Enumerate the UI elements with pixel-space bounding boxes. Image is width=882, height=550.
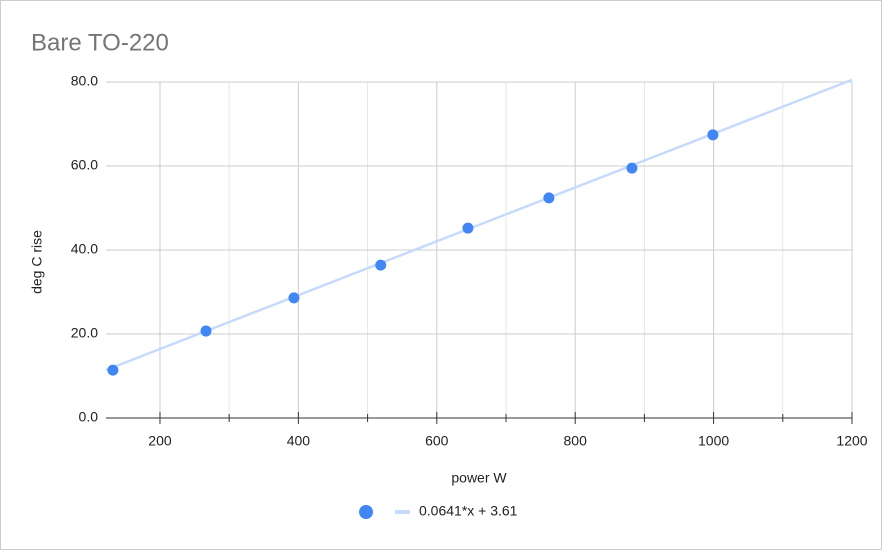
x-tick-label: 800 <box>564 433 588 449</box>
point <box>107 364 119 376</box>
legend-label: 0.0641*x + 3.61 <box>419 503 518 519</box>
point <box>375 259 387 271</box>
x-axis-label: power W <box>451 470 507 486</box>
chart-title: Bare TO-220 <box>31 29 169 56</box>
point <box>626 162 638 174</box>
trendline <box>105 78 853 372</box>
x-tick-label: 600 <box>425 433 449 449</box>
point <box>707 129 719 141</box>
point <box>462 222 474 234</box>
y-axis-label: deg C rise <box>29 230 45 294</box>
point <box>288 292 300 304</box>
point <box>543 192 555 204</box>
x-tick-label: 200 <box>148 433 172 449</box>
y-tick-label: 60.0 <box>71 157 98 173</box>
legend-marker <box>359 505 373 519</box>
y-tick-label: 0.0 <box>79 409 99 425</box>
y-tick-label: 20.0 <box>71 325 98 341</box>
point <box>200 325 212 337</box>
y-tick-label: 40.0 <box>71 241 98 257</box>
x-tick-label: 1000 <box>698 433 729 449</box>
x-tick-label: 400 <box>287 433 311 449</box>
y-tick-label: 80.0 <box>71 73 98 89</box>
x-tick-label: 1200 <box>836 433 867 449</box>
